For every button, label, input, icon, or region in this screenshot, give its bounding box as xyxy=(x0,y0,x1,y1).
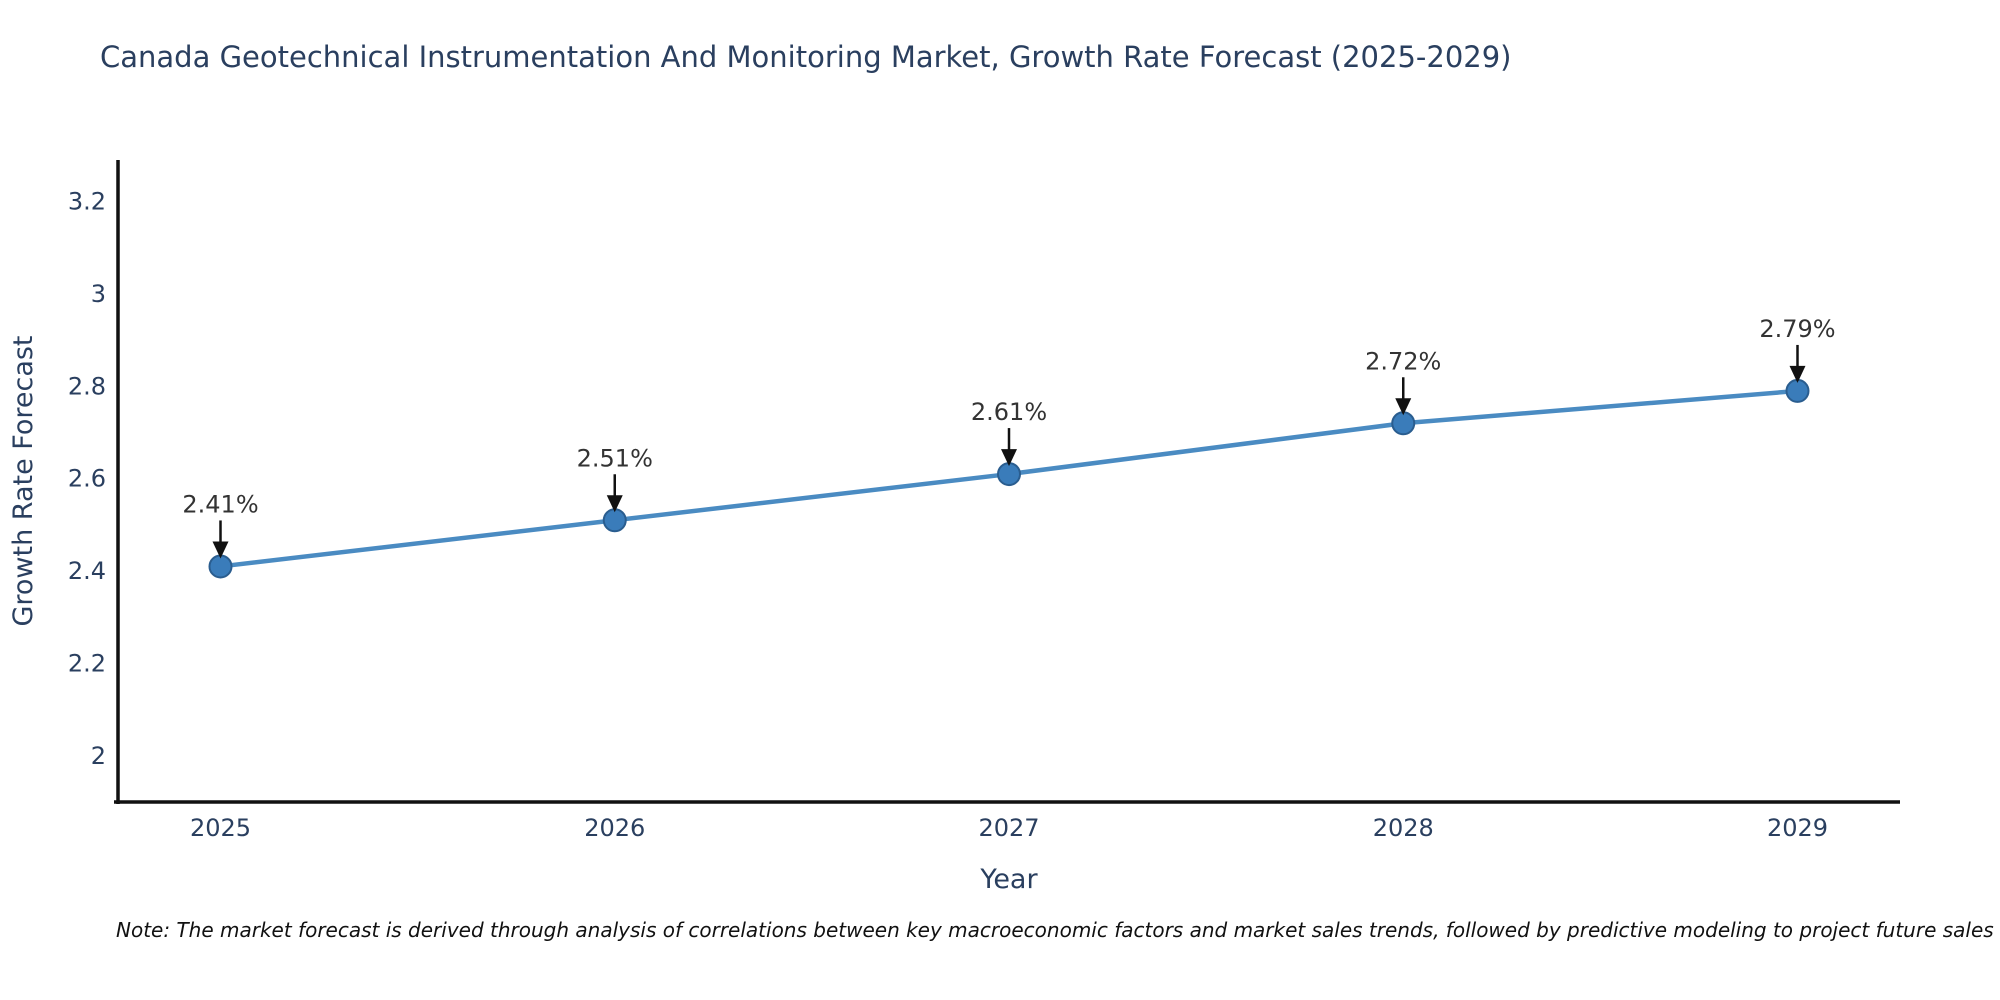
data-point-label: 2.79% xyxy=(1759,315,1835,343)
y-tick-label: 3.2 xyxy=(68,188,106,216)
x-tick-label: 2028 xyxy=(1373,814,1434,842)
annotation-arrowhead xyxy=(212,541,229,559)
y-tick-label: 3 xyxy=(91,280,106,308)
x-tick-label: 2026 xyxy=(584,814,645,842)
y-tick-label: 2 xyxy=(91,742,106,770)
x-axis-title: Year xyxy=(979,864,1038,895)
data-point-label: 2.72% xyxy=(1365,347,1441,375)
y-tick-label: 2.6 xyxy=(68,465,106,493)
x-tick-label: 2029 xyxy=(1767,814,1828,842)
annotation-arrowhead xyxy=(1001,449,1017,467)
chart-title: Canada Geotechnical Instrumentation And … xyxy=(100,40,1512,74)
x-tick-label: 2027 xyxy=(978,814,1039,842)
data-point xyxy=(1391,411,1416,436)
annotation-arrowhead xyxy=(1789,365,1806,383)
data-point xyxy=(602,508,627,533)
data-point xyxy=(208,554,233,579)
footnote: Note: The market forecast is derived thr… xyxy=(116,918,1994,942)
y-tick-label: 2.8 xyxy=(68,372,106,400)
y-tick-label: 2.2 xyxy=(68,649,106,677)
y-tick-label: 2.4 xyxy=(68,557,106,585)
y-axis-title: Growth Rate Forecast xyxy=(8,335,39,626)
data-point-label: 2.41% xyxy=(182,490,258,518)
annotation-arrowhead xyxy=(606,495,623,513)
data-point xyxy=(1785,378,1810,403)
x-tick-label: 2025 xyxy=(190,814,251,842)
data-point-label: 2.61% xyxy=(971,398,1047,426)
data-point-label: 2.51% xyxy=(577,444,653,472)
annotation-arrowhead xyxy=(1395,398,1412,416)
data-point xyxy=(997,462,1021,487)
